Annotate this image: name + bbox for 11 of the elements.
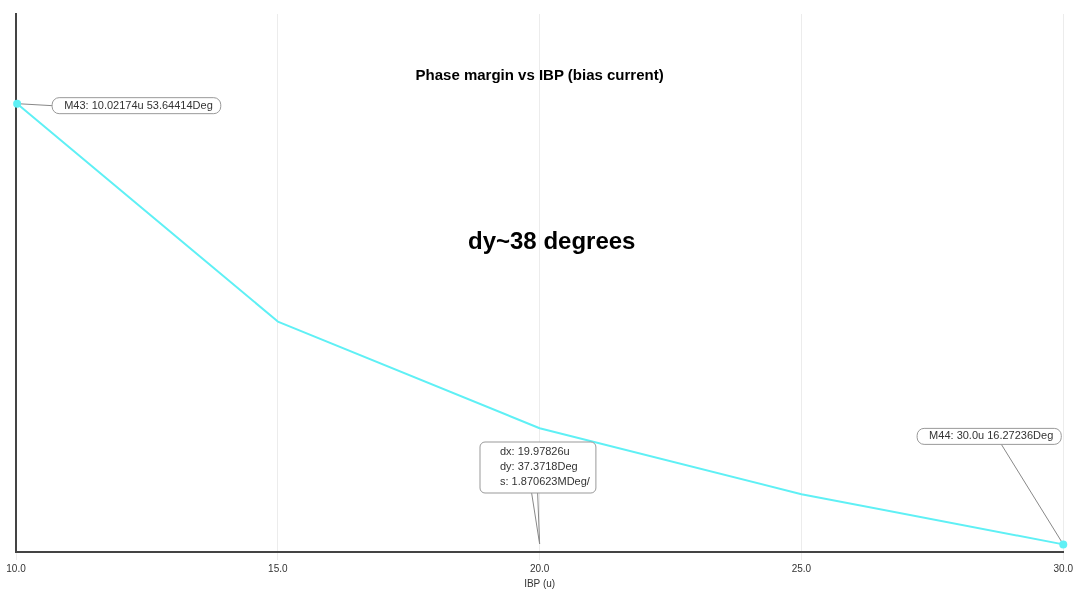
x-tick-label: 15.0 <box>268 562 288 574</box>
chart-title: Phase margin vs IBP (bias current) <box>415 66 664 84</box>
x-tick-label: 25.0 <box>791 562 812 574</box>
annotation: M44: 30.0u 16.27236Deg <box>929 429 1054 442</box>
x-tick-label: 30.0 <box>1053 562 1074 574</box>
x-tick-label: 20.0 <box>529 562 550 574</box>
annotation: dy~38 degrees <box>468 226 636 254</box>
annotation: M43: 10.02174u 53.64414Deg <box>64 98 213 111</box>
annotation: dx: 19.97826u dy: 37.3718Deg s: 1.870623MDeg/ <box>500 445 591 488</box>
x-axis-title: IBP (u) <box>524 577 556 589</box>
x-tick-label: 10.0 <box>6 562 27 574</box>
